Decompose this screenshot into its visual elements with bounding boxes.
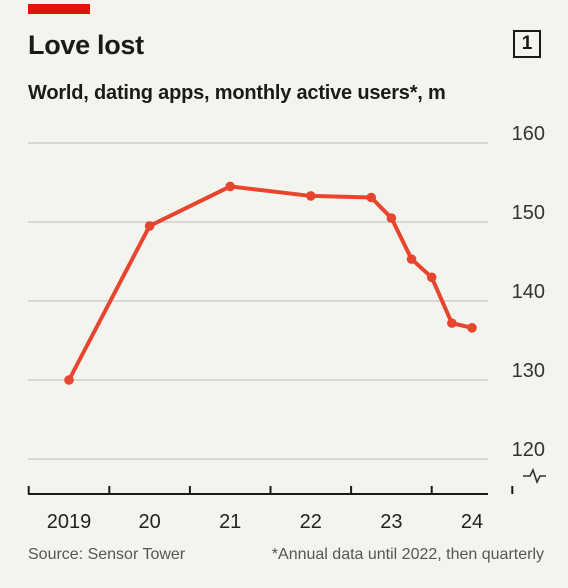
x-tick-label: 21 (219, 511, 241, 533)
y-tick-label: 150 (512, 202, 545, 224)
data-point (426, 272, 437, 283)
x-tick-label: 24 (461, 511, 483, 533)
x-tick-label: 23 (380, 511, 402, 533)
brand-tab (28, 4, 90, 14)
data-point (306, 191, 316, 201)
y-tick-label: 120 (512, 439, 545, 461)
x-tick-label: 22 (300, 511, 322, 533)
data-point (386, 213, 397, 223)
series-line (67, 184, 474, 382)
chart-number-badge: 1 (513, 30, 541, 58)
x-tick-label: 20 (138, 511, 160, 533)
data-point (406, 254, 417, 264)
source-note: Source: Sensor Tower (28, 546, 186, 563)
data-point (366, 192, 377, 203)
data-point (467, 323, 477, 333)
footnote: *Annual data until 2022, then quarterly (271, 546, 544, 563)
y-tick-label: 160 (512, 123, 545, 145)
axis-break-icon (523, 467, 546, 485)
data-point (225, 181, 235, 192)
data-point (144, 221, 155, 231)
data-point (64, 375, 74, 385)
x-tick-label: 2019 (47, 511, 92, 533)
data-point (447, 318, 457, 328)
y-tick-label: 130 (512, 360, 545, 382)
chart-subtitle: World, dating apps, monthly active users… (28, 82, 446, 104)
y-tick-label: 140 (512, 281, 545, 303)
chart-title: Love lost (28, 30, 144, 60)
